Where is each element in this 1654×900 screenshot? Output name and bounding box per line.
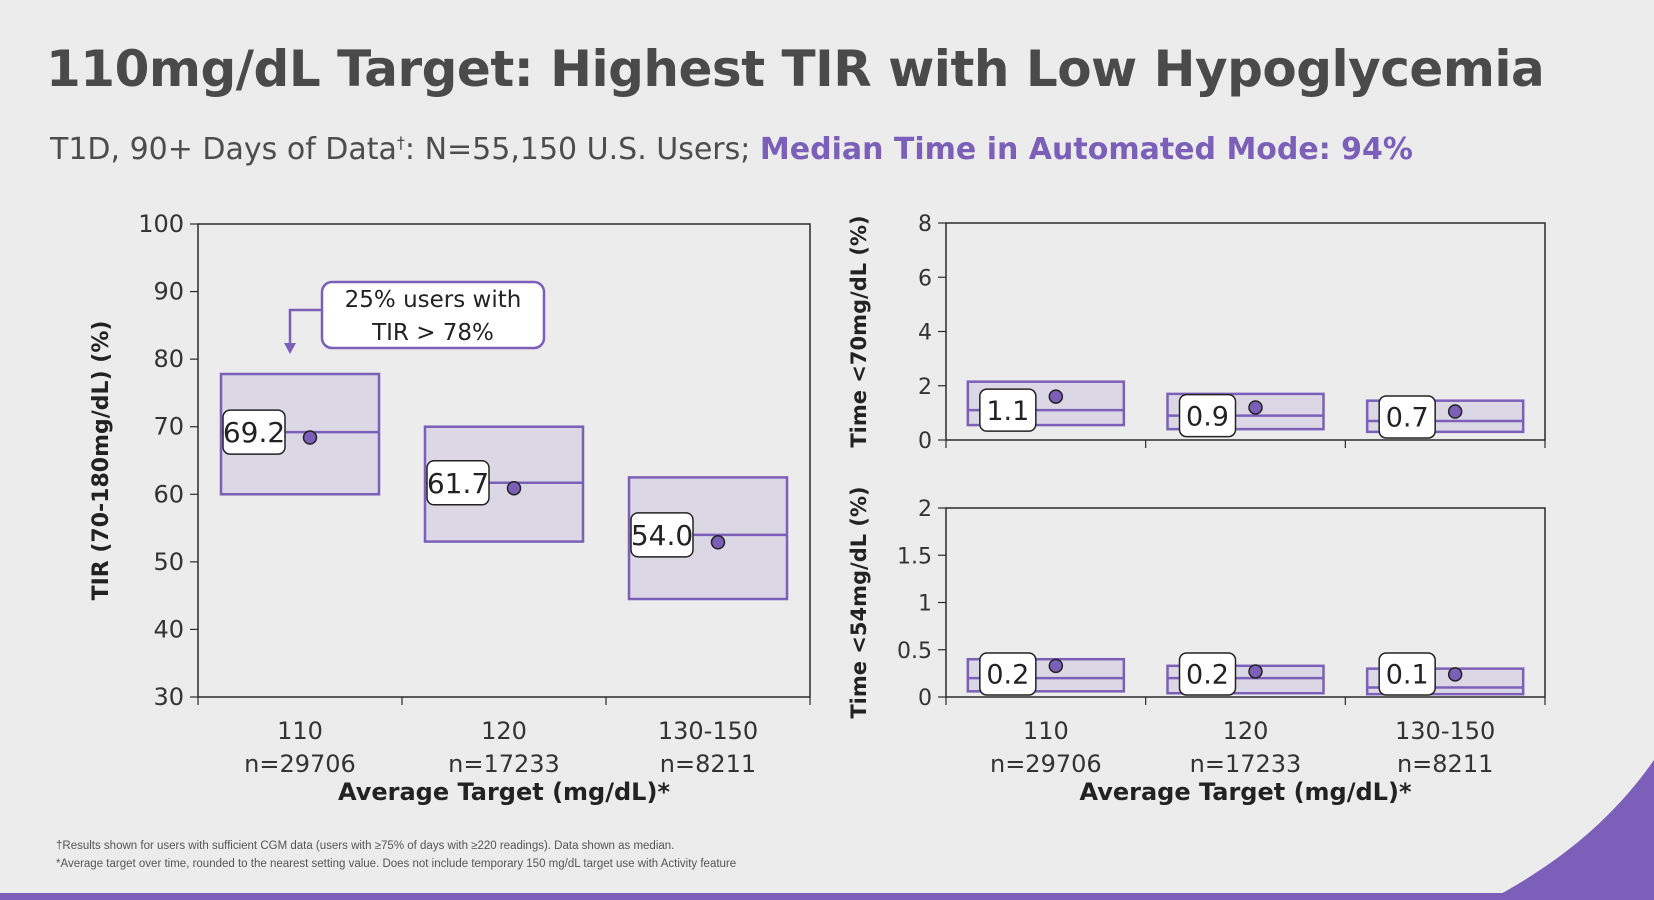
tir-mean-dot-2 <box>710 535 726 550</box>
tir-x-tick-label-0: 110 <box>277 717 323 745</box>
tir-median-label-box-2 <box>630 512 694 558</box>
below70-median-label-box-1 <box>1178 393 1237 438</box>
tir-mean-dot-1 <box>506 480 522 496</box>
tir-x-n-label-1: n=17233 <box>448 750 560 778</box>
tir-x-n-label-0: n=29706 <box>244 750 356 778</box>
below54-x-axis-label: Average Target (mg/dL)* <box>1080 778 1412 806</box>
tir-y-axis-label: TIR (70-180mg/dL) (%) <box>89 321 114 601</box>
below70-mean-dot-1 <box>1248 400 1263 415</box>
below54-y-tick-label: 1.5 <box>897 544 932 569</box>
annotation-line-1: 25% users with <box>345 287 522 313</box>
below54-y-tick-label: 0.5 <box>897 639 932 664</box>
below70-y-tick-label: 4 <box>918 321 932 346</box>
tir-median-label-box-1 <box>426 460 490 506</box>
below54-median-label-box-2 <box>1378 652 1436 696</box>
tir-median-label-1: 61.7 <box>427 467 489 500</box>
below70-y-tick-label: 8 <box>918 212 932 237</box>
tir-y-tick-label: 40 <box>153 615 184 643</box>
below70-median-label-box-2 <box>1378 395 1436 439</box>
below54-x-tick-label-2: 130-150 <box>1395 717 1495 745</box>
below54-median-label-2: 0.1 <box>1386 660 1429 691</box>
below54-y-axis-label: Time <54mg/dL (%) <box>847 486 871 718</box>
below70-y-tick-label: 6 <box>918 266 932 291</box>
below54-y-tick-label: 2 <box>918 497 932 522</box>
tir-x-tick-label-2: 130-150 <box>658 717 758 745</box>
annotation-callout-box <box>320 280 546 350</box>
tir-y-tick-label: 50 <box>153 548 184 576</box>
tir-y-tick-label: 80 <box>153 345 184 373</box>
below54-x-tick-label-1: 120 <box>1223 717 1269 745</box>
below54-y-tick-label: 1 <box>918 592 932 617</box>
tir-y-tick-label: 90 <box>153 278 184 306</box>
below70-median-label-box-0 <box>979 388 1037 432</box>
below54-x-n-label-1: n=17233 <box>1190 750 1302 778</box>
subtitle-dagger: † <box>396 133 405 152</box>
subtitle-lead: T1D, 90+ Days of Data <box>50 132 397 167</box>
below54-x-tick-label-0: 110 <box>1023 717 1069 745</box>
below54-x-n-label-0: n=29706 <box>990 750 1102 778</box>
below54-median-label-box-1 <box>1178 652 1237 696</box>
tir-y-tick-label: 60 <box>153 480 184 508</box>
footnote-1: †Results shown for users with sufficient… <box>56 840 675 852</box>
subtitle-highlight: Median Time in Automated Mode: 94% <box>759 132 1413 167</box>
below70-mean-dot-2 <box>1447 404 1463 419</box>
tir-median-label-0: 69.2 <box>223 416 285 449</box>
below70-median-label-0: 1.1 <box>986 396 1029 427</box>
slide-subtitle: T1D, 90+ Days of Data†: N=55,150 U.S. Us… <box>50 132 1413 167</box>
tir-plot-frame <box>197 223 811 698</box>
below54-mean-dot-0 <box>1048 658 1064 674</box>
tir-x-n-label-2: n=8211 <box>660 750 756 778</box>
tir-x-axis-label: Average Target (mg/dL)* <box>338 778 670 806</box>
below54-median-label-box-0 <box>979 652 1037 696</box>
below70-mean-dot-0 <box>1048 389 1064 404</box>
tir-mean-dot-0 <box>302 430 318 445</box>
below54-mean-dot-2 <box>1447 667 1463 682</box>
below54-mean-dot-1 <box>1248 664 1263 679</box>
tir-y-tick-label: 70 <box>153 413 184 441</box>
below54-x-n-label-2: n=8211 <box>1397 750 1493 778</box>
below70-median-label-2: 0.7 <box>1386 403 1429 434</box>
annotation-arrow-line <box>288 308 322 346</box>
subtitle-rest: : N=55,150 U.S. Users; <box>404 132 760 167</box>
below70-y-tick-label: 0 <box>918 429 932 454</box>
tir-y-tick-label: 30 <box>153 683 184 711</box>
footnote-2: *Average target over time, rounded to th… <box>56 858 737 870</box>
below54-median-label-0: 0.2 <box>986 660 1029 691</box>
annotation-line-2: TIR > 78% <box>371 320 494 346</box>
tir-y-tick-label: 100 <box>138 210 184 238</box>
bottom-bar <box>0 893 1654 900</box>
tir-median-label-2: 54.0 <box>631 519 693 552</box>
tir-x-tick-label-1: 120 <box>481 717 527 745</box>
tir-median-label-box-0 <box>222 409 286 455</box>
below70-median-label-1: 0.9 <box>1186 401 1229 432</box>
below70-y-tick-label: 2 <box>918 375 932 400</box>
corner-swoosh <box>1490 760 1654 900</box>
below54-median-label-1: 0.2 <box>1186 660 1229 691</box>
annotation-arrow-head <box>284 343 296 354</box>
below54-y-tick-label: 0 <box>918 686 932 711</box>
slide-title: 110mg/dL Target: Highest TIR with Low Hy… <box>46 40 1545 98</box>
below70-y-axis-label: Time <70mg/dL (%) <box>847 215 871 447</box>
